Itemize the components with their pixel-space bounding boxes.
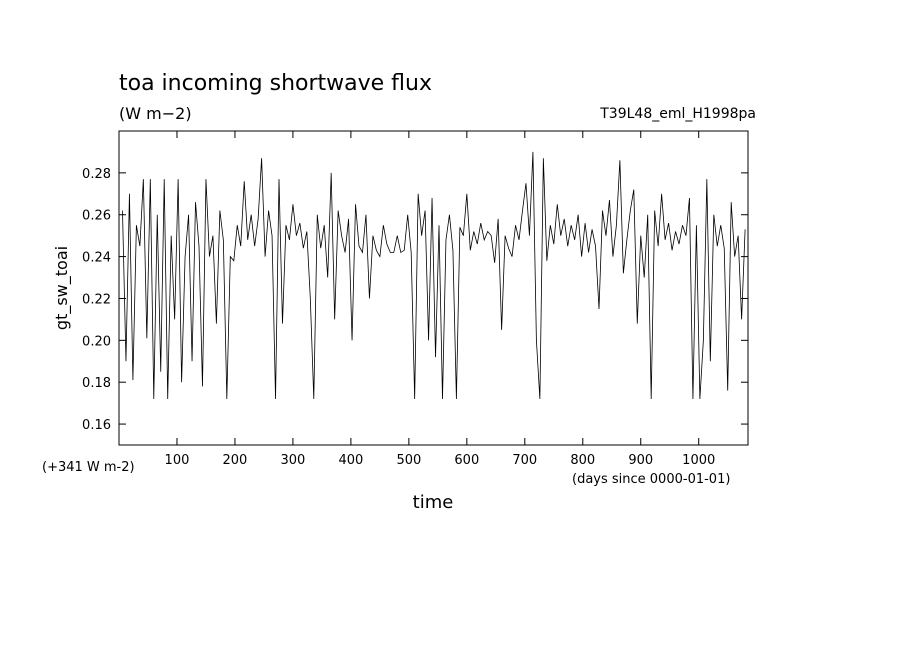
x-tick-label: 900 xyxy=(628,453,653,468)
y-axis-label: gt_sw_toai xyxy=(52,246,72,330)
x-tick-label: 800 xyxy=(570,453,595,468)
y-tick-label: 0.18 xyxy=(82,376,111,391)
y-tick-label: 0.22 xyxy=(82,292,111,307)
x-tick-label: 400 xyxy=(338,453,363,468)
y-tick-label: 0.26 xyxy=(82,209,111,224)
y-tick-label: 0.16 xyxy=(82,418,111,433)
x-tick-label: 1000 xyxy=(682,453,715,468)
plot-frame xyxy=(118,130,749,446)
x-units-label: (days since 0000-01-01) xyxy=(572,472,730,487)
x-tick-label: 700 xyxy=(512,453,537,468)
y-offset-label: (+341 W m-2) xyxy=(42,460,135,475)
x-tick-label: 100 xyxy=(165,453,190,468)
x-tick-label: 500 xyxy=(396,453,421,468)
run-label: T39L48_eml_H1998pa xyxy=(599,106,756,122)
x-tick-label: 200 xyxy=(223,453,248,468)
chart-subtitle: (W m−2) xyxy=(119,104,192,123)
chart-title: toa incoming shortwave flux xyxy=(119,71,432,96)
y-tick-label: 0.24 xyxy=(82,251,111,266)
x-tick-label: 300 xyxy=(281,453,306,468)
y-tick-label: 0.28 xyxy=(82,167,111,182)
y-tick-label: 0.20 xyxy=(82,334,111,349)
x-tick-label: 600 xyxy=(454,453,479,468)
data-line xyxy=(122,151,746,399)
x-axis-label: time xyxy=(413,492,454,513)
